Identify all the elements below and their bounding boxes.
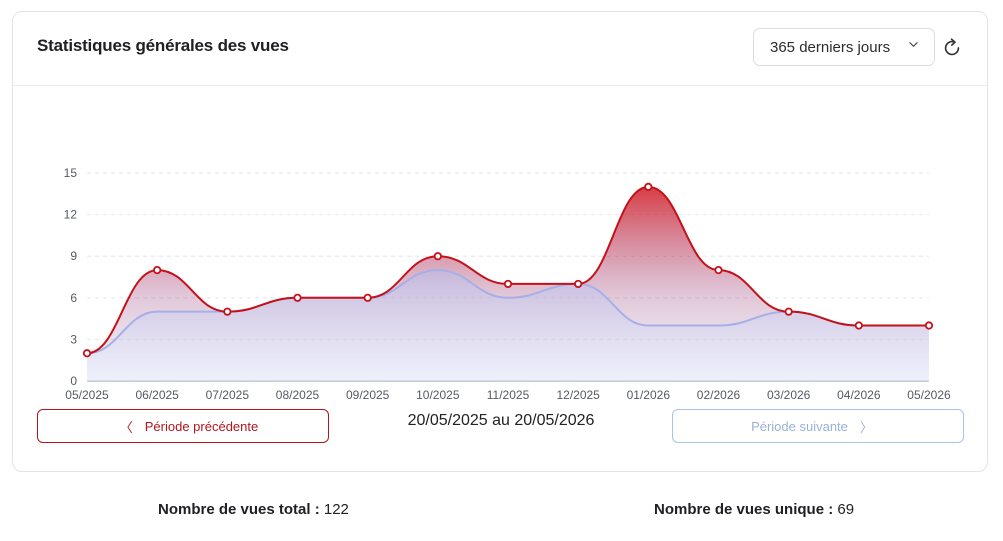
- stats-card: Statistiques générales des vues 365 dern…: [12, 11, 988, 472]
- period-range-text: 20/05/2025 au 20/05/2026: [407, 412, 595, 429]
- y-tick-label: 6: [70, 291, 77, 305]
- next-period-button[interactable]: Période suivante 〉: [672, 409, 964, 443]
- series-1-point[interactable]: [924, 321, 934, 330]
- chart-area: 0 3 6 9 12 15 05/2025 06/2025 07/2025 08/2025 09/2…: [13, 86, 989, 406]
- next-period-label: Période suivante: [751, 418, 848, 434]
- series-1-point[interactable]: [854, 321, 863, 330]
- total-views-value: 122: [323, 501, 349, 518]
- chevron-down-icon: [909, 42, 918, 47]
- x-tick-label: 10/2025: [416, 388, 460, 402]
- series-1-point[interactable]: [714, 265, 723, 275]
- x-tick-label: 01/2026: [627, 388, 671, 402]
- series-2-area: [87, 270, 929, 381]
- chevron-right-icon: 〉: [859, 419, 873, 435]
- series-1-point[interactable]: [223, 307, 232, 316]
- total-views-label: Nombre de vues total :: [158, 501, 320, 518]
- series-1-point[interactable]: [82, 349, 92, 358]
- y-tick-label: 12: [64, 208, 78, 222]
- unique-views-value: 69: [837, 501, 855, 518]
- series-1-point[interactable]: [784, 307, 793, 316]
- x-tick-label: 11/2025: [487, 388, 530, 402]
- unique-views-stat: Nombre de vues unique : 69: [654, 501, 854, 518]
- x-tick-label: 06/2025: [135, 388, 179, 402]
- x-tick-label: 05/2026: [907, 388, 951, 402]
- x-tick-label: 03/2026: [767, 388, 811, 402]
- x-tick-label: 07/2025: [206, 388, 250, 402]
- y-tick-label: 0: [70, 374, 77, 388]
- card-title: Statistiques générales des vues: [37, 36, 289, 55]
- range-select[interactable]: 365 derniers jours: [753, 28, 935, 66]
- views-chart: 0 3 6 9 12 15 05/2025 06/2025 07/2025 08/2025 09/2…: [64, 166, 951, 402]
- series-1-point[interactable]: [293, 293, 302, 302]
- series-1-point[interactable]: [503, 279, 513, 289]
- series-1-point[interactable]: [644, 182, 653, 191]
- x-tick-label: 04/2026: [837, 388, 881, 402]
- x-tick-label: 08/2025: [276, 388, 320, 402]
- series-1-point[interactable]: [153, 265, 162, 275]
- previous-period-button[interactable]: 〈 Période précédente: [37, 409, 329, 443]
- x-tick-label: 12/2025: [556, 388, 600, 402]
- x-tick-label: 05/2025: [65, 388, 109, 402]
- x-tick-label: 09/2025: [346, 388, 390, 402]
- series-1-point[interactable]: [574, 279, 583, 289]
- x-tick-label: 02/2026: [697, 388, 741, 402]
- previous-period-label: Période précédente: [144, 418, 259, 434]
- refresh-icon[interactable]: [941, 37, 963, 59]
- range-select-value: 365 derniers jours: [770, 38, 891, 56]
- y-tick-label: 9: [70, 249, 77, 263]
- total-views-stat: Nombre de vues total : 122: [158, 501, 349, 518]
- series-1-point[interactable]: [433, 252, 442, 261]
- card-header: Statistiques générales des vues 365 dern…: [13, 12, 987, 86]
- series-1-point[interactable]: [363, 293, 372, 302]
- y-tick-label: 15: [64, 166, 78, 180]
- y-tick-label: 3: [70, 332, 77, 346]
- chevron-left-icon: 〈: [119, 419, 133, 435]
- unique-views-label: Nombre de vues unique :: [654, 501, 834, 518]
